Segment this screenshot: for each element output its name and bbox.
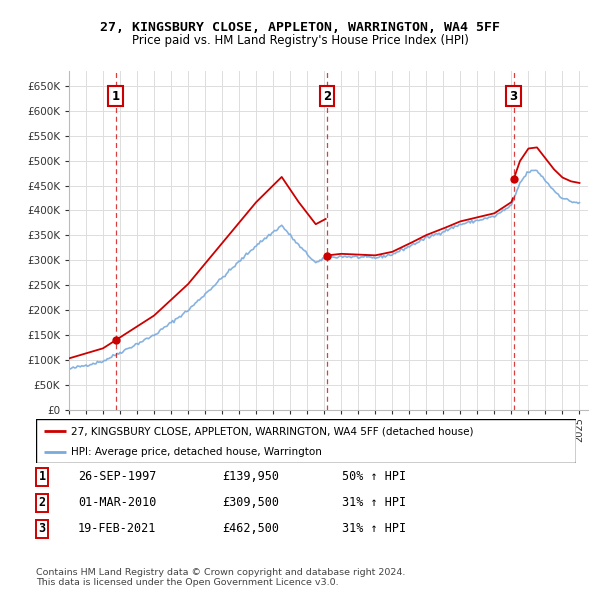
Text: £309,500: £309,500 — [222, 496, 279, 509]
Text: 01-MAR-2010: 01-MAR-2010 — [78, 496, 157, 509]
Text: £462,500: £462,500 — [222, 522, 279, 535]
Text: 2: 2 — [323, 90, 331, 103]
Text: 2: 2 — [38, 496, 46, 509]
Text: 19-FEB-2021: 19-FEB-2021 — [78, 522, 157, 535]
Text: Contains HM Land Registry data © Crown copyright and database right 2024.
This d: Contains HM Land Registry data © Crown c… — [36, 568, 406, 587]
Text: £139,950: £139,950 — [222, 470, 279, 483]
Text: 50% ↑ HPI: 50% ↑ HPI — [342, 470, 406, 483]
Text: 3: 3 — [509, 90, 518, 103]
Text: 31% ↑ HPI: 31% ↑ HPI — [342, 522, 406, 535]
Text: 27, KINGSBURY CLOSE, APPLETON, WARRINGTON, WA4 5FF: 27, KINGSBURY CLOSE, APPLETON, WARRINGTO… — [100, 21, 500, 34]
Text: HPI: Average price, detached house, Warrington: HPI: Average price, detached house, Warr… — [71, 447, 322, 457]
Text: 1: 1 — [38, 470, 46, 483]
Text: 3: 3 — [38, 522, 46, 535]
Text: 27, KINGSBURY CLOSE, APPLETON, WARRINGTON, WA4 5FF (detached house): 27, KINGSBURY CLOSE, APPLETON, WARRINGTO… — [71, 427, 473, 436]
Text: Price paid vs. HM Land Registry's House Price Index (HPI): Price paid vs. HM Land Registry's House … — [131, 34, 469, 47]
Text: 31% ↑ HPI: 31% ↑ HPI — [342, 496, 406, 509]
Text: 1: 1 — [112, 90, 119, 103]
Text: 26-SEP-1997: 26-SEP-1997 — [78, 470, 157, 483]
